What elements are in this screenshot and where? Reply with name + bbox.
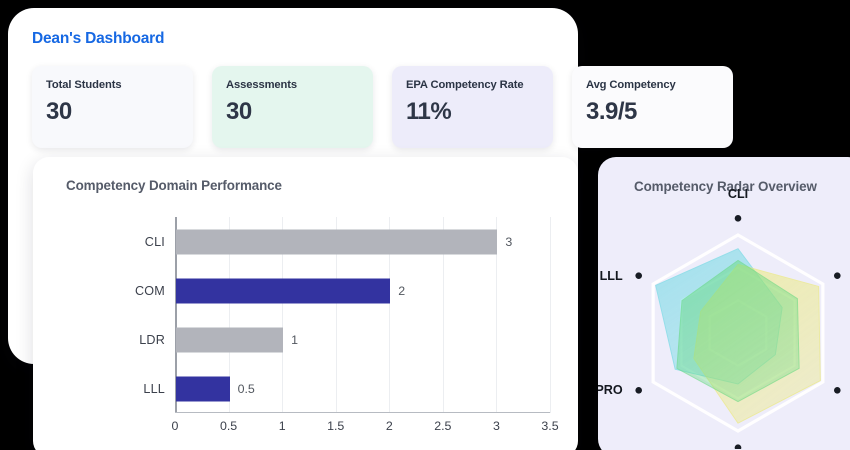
x-axis-tick-label: 2.5 xyxy=(434,419,452,433)
gridline xyxy=(389,217,391,413)
bar-chart-title: Competency Domain Performance xyxy=(66,178,282,193)
bar-rect[interactable] xyxy=(176,327,284,352)
stat-card-label: Total Students xyxy=(46,79,122,91)
radar-axis-dot xyxy=(635,272,643,279)
stat-card-label: Avg Competency xyxy=(586,79,676,91)
gridline xyxy=(228,217,230,413)
stat-card-label: Assessments xyxy=(226,79,298,91)
bar-category-label: COM xyxy=(135,283,165,298)
radar-axis-label-lll: LLL xyxy=(599,268,623,283)
competency-domain-performance-card: Competency Domain Performance CLI 3 COM 2 LD… xyxy=(33,157,578,450)
x-axis-tick-label: 3 xyxy=(492,419,500,433)
radar-axis-dot xyxy=(734,444,742,450)
radar-series-polygon xyxy=(676,259,800,403)
bar-row[interactable]: CLI 3 xyxy=(145,217,550,266)
stat-card-avg-competency[interactable]: Avg Competency 3.9/5 xyxy=(572,66,733,148)
radar-axis-dot xyxy=(833,272,841,279)
radar-axis-dot xyxy=(833,387,841,394)
radar-series-group xyxy=(655,248,821,424)
bar-rect[interactable] xyxy=(176,229,498,254)
page-title: Dean's Dashboard xyxy=(32,30,165,47)
stat-card-value: 11% xyxy=(406,98,452,125)
radar-chart-plot-area: CLI LLL PRO xyxy=(598,187,850,450)
bar-rect[interactable] xyxy=(176,376,230,401)
gridline xyxy=(335,217,337,413)
x-axis-tick-label: 0 xyxy=(171,419,179,433)
x-axis-tick-label: 2 xyxy=(385,419,393,433)
x-axis-tick-label: 1 xyxy=(278,419,286,433)
stat-card-total-students[interactable]: Total Students 30 xyxy=(32,66,193,148)
gridline xyxy=(550,217,551,413)
stat-card-epa-competency-rate[interactable]: EPA Competency Rate 11% xyxy=(392,66,553,148)
bar-row[interactable]: COM 2 xyxy=(135,266,550,315)
radar-axis-dots xyxy=(635,215,841,450)
bar-category-label: LLL xyxy=(143,381,165,396)
bar-value-label: 0.5 xyxy=(237,381,255,396)
stat-card-value: 30 xyxy=(46,98,72,125)
gridline xyxy=(496,217,498,413)
radar-axis-dot xyxy=(734,215,742,222)
competency-radar-overview-card: Competency Radar Overview CLI LLL PRO xyxy=(598,157,850,450)
bar-value-label: 3 xyxy=(505,234,513,249)
bar-chart-plot-area: CLI 3 COM 2 LDR 1 LLL 0.5 xyxy=(135,217,551,413)
y-axis-line xyxy=(175,217,177,413)
bar-row[interactable]: LLL 0.5 xyxy=(143,364,550,413)
stat-card-value: 30 xyxy=(226,98,252,125)
stat-card-value: 3.9/5 xyxy=(586,98,637,125)
bar-row[interactable]: LDR 1 xyxy=(139,315,550,364)
bar-rect[interactable] xyxy=(176,278,391,303)
bar-category-label: LDR xyxy=(139,332,165,347)
gridline xyxy=(442,217,444,413)
gridline xyxy=(282,217,284,413)
x-axis-tick-labels: 0 0.5 1 1.5 2 2.5 3 3.5 xyxy=(171,419,559,439)
bar-category-label: CLI xyxy=(144,234,165,249)
stat-card-row: Total Students 30 Assessments 30 EPA Com… xyxy=(32,66,740,148)
radar-axis-label-cli: CLI xyxy=(727,187,749,202)
x-axis-line xyxy=(175,411,550,413)
x-axis-tick-label: 0.5 xyxy=(219,419,238,433)
bar-value-label: 2 xyxy=(398,283,406,298)
radar-axis-dot xyxy=(635,387,643,394)
stat-card-assessments[interactable]: Assessments 30 xyxy=(212,66,373,148)
x-axis-tick-label: 1.5 xyxy=(327,419,345,433)
x-axis-tick-label: 3.5 xyxy=(541,419,559,433)
radar-chart-title: Competency Radar Overview xyxy=(634,179,817,194)
radar-chart-svg xyxy=(635,215,841,450)
radar-axis-label-pro: PRO xyxy=(598,383,623,398)
stat-card-label: EPA Competency Rate xyxy=(406,79,524,91)
bar-value-label: 1 xyxy=(291,332,299,347)
